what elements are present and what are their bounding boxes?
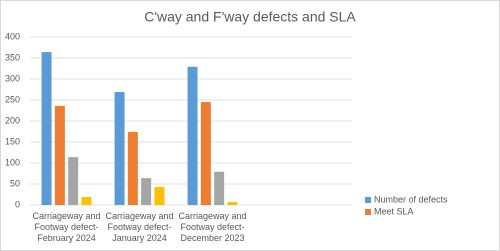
bar [114, 92, 125, 205]
y-tick-label: 400 [5, 31, 20, 41]
legend-label: Meet SLA [374, 206, 414, 216]
bar [227, 202, 238, 205]
bar [141, 178, 152, 205]
y-tick-label: 300 [5, 73, 20, 83]
y-tick-label: 200 [5, 115, 20, 125]
y-tick-label: 150 [5, 136, 20, 146]
chart-title: C'way and F'way defects and SLA [144, 9, 356, 25]
bar [54, 105, 65, 205]
legend-swatch [365, 209, 371, 215]
bar [127, 131, 138, 205]
y-tick-label: 350 [5, 52, 20, 62]
legend-swatch [365, 197, 371, 203]
x-tick-label: Carriageway and Footway defect-February … [32, 211, 101, 243]
bar [81, 197, 92, 205]
y-tick-label: 250 [5, 94, 20, 104]
x-tick-label: Carriageway and Footway defect-December … [178, 211, 247, 243]
y-tick-label: 100 [5, 157, 20, 167]
x-tick-label: Carriageway and Footway defect-January 2… [105, 211, 174, 243]
bar [214, 171, 225, 205]
y-tick-label: 50 [10, 178, 20, 188]
bar [154, 186, 165, 205]
bar [187, 66, 198, 205]
bar [41, 52, 52, 206]
legend-label: Number of defects [374, 194, 448, 204]
bar [68, 157, 79, 205]
y-tick-label: 0 [15, 199, 20, 209]
bar [200, 102, 211, 205]
